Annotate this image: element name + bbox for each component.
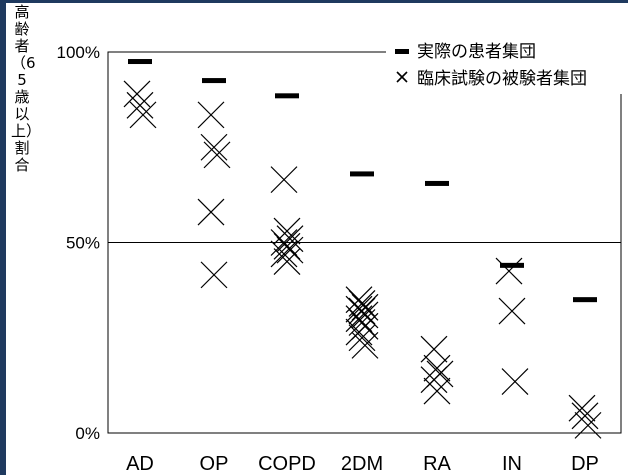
trial-marker	[501, 368, 529, 395]
trial-marker	[273, 217, 301, 245]
left-border	[0, 0, 6, 475]
legend-background	[386, 40, 626, 94]
category-label: RA	[423, 453, 451, 475]
trial-marker	[200, 133, 228, 161]
legend-bar-icon	[395, 49, 409, 54]
trial-marker	[276, 236, 304, 264]
legend-label-trials: 臨床試験の被験者集団	[417, 69, 587, 89]
trial-marker	[423, 354, 451, 382]
category-label: 2DM	[341, 453, 383, 475]
trial-marker	[351, 301, 379, 329]
trial-marker	[420, 335, 448, 363]
category-label: IN	[502, 453, 522, 475]
category-label: COPD	[258, 453, 316, 475]
trial-marker	[571, 402, 599, 430]
patient-marker	[128, 59, 152, 65]
trial-marker	[345, 318, 373, 346]
top-border	[0, 0, 628, 3]
trial-marker	[574, 411, 602, 439]
trial-marker	[420, 366, 448, 394]
trial-marker	[197, 101, 225, 129]
trial-marker	[197, 198, 225, 226]
trial-marker	[348, 324, 376, 352]
y-tick-label: 50%	[66, 234, 100, 253]
category-label: AD	[126, 453, 154, 475]
trial-marker	[495, 257, 523, 285]
trial-marker	[351, 331, 379, 359]
patient-marker	[425, 180, 449, 186]
trial-marker	[126, 91, 154, 119]
trial-marker	[423, 377, 451, 405]
trial-marker	[200, 261, 228, 289]
y-tick-label: 100%	[57, 43, 100, 62]
trial-marker	[270, 240, 298, 268]
trial-marker	[123, 80, 151, 108]
trial-marker	[568, 394, 596, 422]
patient-marker	[202, 78, 226, 84]
trial-marker	[498, 297, 526, 325]
category-label: OP	[200, 453, 229, 475]
category-label: DP	[571, 453, 599, 475]
legend-x-icon	[396, 71, 408, 83]
patient-marker	[275, 93, 299, 99]
patient-marker	[350, 171, 374, 177]
trial-marker	[129, 101, 157, 129]
trial-marker	[276, 225, 304, 253]
legend-label-patients: 実際の患者集団	[417, 42, 536, 62]
patient-marker	[500, 262, 524, 268]
patient-marker	[573, 297, 597, 303]
trial-marker	[270, 166, 298, 194]
trial-marker	[273, 248, 301, 275]
y-tick-label: 0%	[75, 424, 100, 443]
trial-marker	[203, 141, 231, 169]
